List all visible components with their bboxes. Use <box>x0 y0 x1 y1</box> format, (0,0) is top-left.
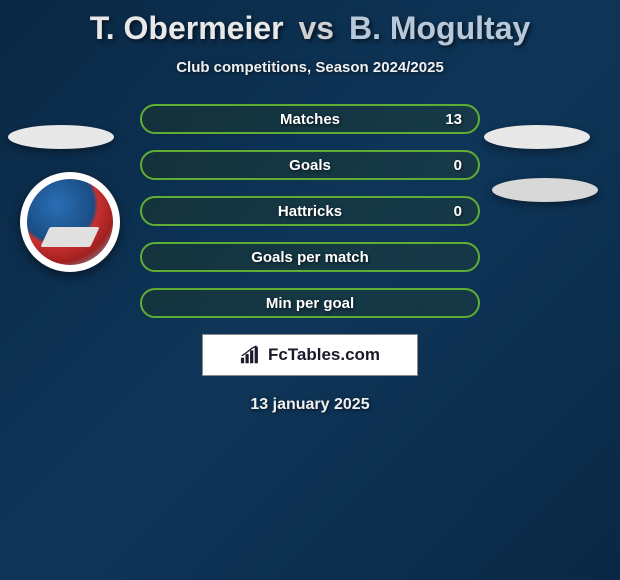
stat-bar-matches: Matches 13 <box>140 104 480 134</box>
stat-label: Hattricks <box>278 203 342 220</box>
stat-value: 13 <box>445 111 462 128</box>
player1-name: T. Obermeier <box>90 10 284 46</box>
player1-ellipse-placeholder <box>8 125 114 149</box>
stat-bar-goals-per-match: Goals per match <box>140 242 480 272</box>
brand-attribution: FcTables.com <box>202 334 418 376</box>
stats-bars: Matches 13 Goals 0 Hattricks 0 Goals per… <box>140 104 480 318</box>
vs-label: vs <box>298 10 334 46</box>
stat-bar-hattricks: Hattricks 0 <box>140 196 480 226</box>
club-badge <box>20 172 120 272</box>
stat-bar-min-per-goal: Min per goal <box>140 288 480 318</box>
stat-label: Goals <box>289 157 331 174</box>
stat-label: Min per goal <box>266 295 354 312</box>
stat-bar-goals: Goals 0 <box>140 150 480 180</box>
brand-label: FcTables.com <box>268 345 380 365</box>
player2-name: B. Mogultay <box>349 10 530 46</box>
comparison-title: T. Obermeier vs B. Mogultay <box>0 0 620 47</box>
snapshot-date: 13 january 2025 <box>0 396 620 414</box>
player2-ellipse-placeholder-2 <box>492 178 598 202</box>
season-subtitle: Club competitions, Season 2024/2025 <box>0 59 620 76</box>
chart-icon <box>240 345 262 365</box>
stat-label: Matches <box>280 111 340 128</box>
player2-ellipse-placeholder <box>484 125 590 149</box>
stat-value: 0 <box>454 203 462 220</box>
stat-value: 0 <box>454 157 462 174</box>
club-badge-inner <box>27 179 113 265</box>
stat-label: Goals per match <box>251 249 369 266</box>
